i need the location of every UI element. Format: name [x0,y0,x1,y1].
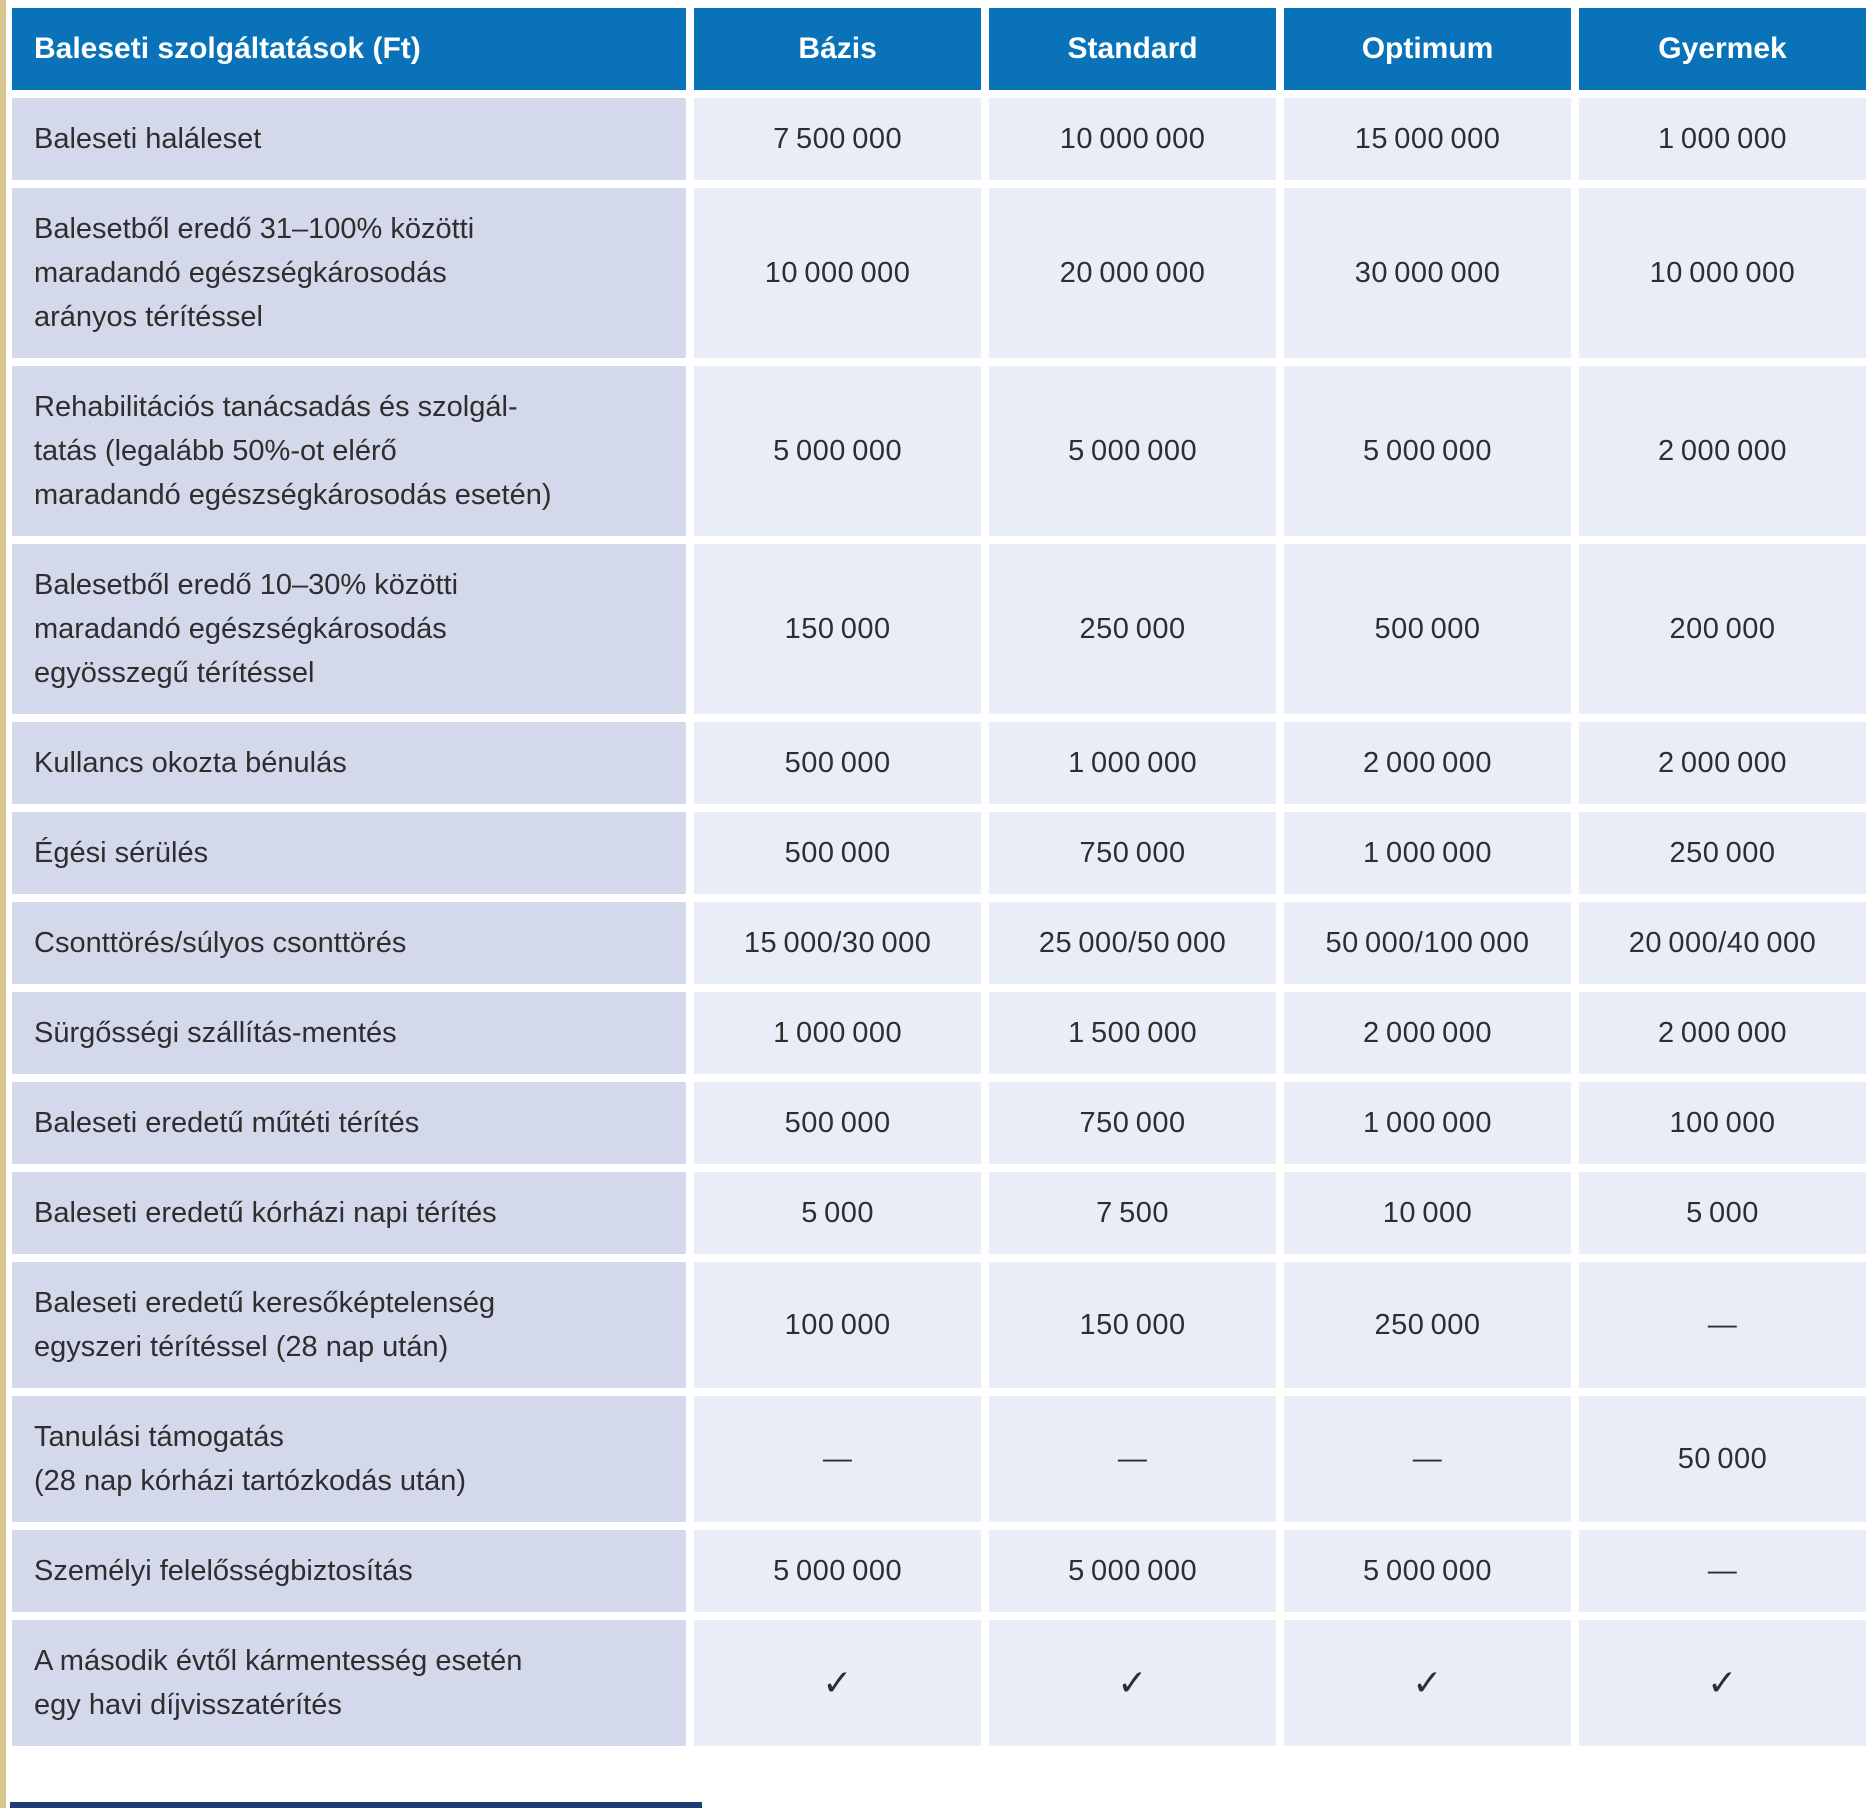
value-cell-gyermek: — [1579,1262,1866,1388]
service-name-cell: Balesetből eredő 31–100% közötti maradan… [12,188,687,358]
value-cell-standard: 7 500 [989,1172,1277,1254]
plan-header-optimum: Optimum [1284,8,1571,90]
value-cell-optimum: 30 000 000 [1284,188,1571,358]
value-cell-optimum: 1 000 000 [1284,812,1571,894]
value-cell-gyermek: 1 000 000 [1579,98,1866,180]
service-name-cell: Baleseti haláleset [12,98,687,180]
table-row: Kullancs okozta bénulás 500 000 1 000 00… [12,722,1866,804]
table-row: Baleseti eredetű keresőképtelenség egysz… [12,1262,1866,1388]
value-cell-standard: 150 000 [989,1262,1277,1388]
value-cell-optimum: 15 000 000 [1284,98,1571,180]
table-row: Tanulási támogatás (28 nap kórházi tartó… [12,1396,1866,1522]
value-cell-bazis: 10 000 000 [694,188,982,358]
value-cell-bazis: 5 000 000 [694,366,982,536]
table-row: Balesetből eredő 10–30% közötti maradand… [12,544,1866,714]
value-cell-standard: — [989,1396,1277,1522]
value-cell-bazis: 100 000 [694,1262,982,1388]
value-cell-optimum: 10 000 [1284,1172,1571,1254]
plan-header-standard: Standard [989,8,1277,90]
value-cell-gyermek: 2 000 000 [1579,992,1866,1074]
value-cell-optimum: 250 000 [1284,1262,1571,1388]
service-name-cell: Baleseti eredetű keresőképtelenség egysz… [12,1262,687,1388]
value-cell-standard: 5 000 000 [989,1530,1277,1612]
value-cell-bazis: 500 000 [694,1082,982,1164]
value-cell-optimum: 500 000 [1284,544,1571,714]
value-cell-bazis: 150 000 [694,544,982,714]
value-cell-gyermek: 50 000 [1579,1396,1866,1522]
service-name-cell: Tanulási támogatás (28 nap kórházi tartó… [12,1396,687,1522]
page-left-rule [0,0,6,1808]
value-cell-optimum: 2 000 000 [1284,722,1571,804]
services-column-header: Baleseti szolgáltatások (Ft) [12,8,687,90]
value-cell-bazis: 5 000 000 [694,1530,982,1612]
value-cell-gyermek: 20 000/40 000 [1579,902,1866,984]
value-cell-standard: 1 000 000 [989,722,1277,804]
value-cell-standard: 750 000 [989,812,1277,894]
value-cell-bazis: 5 000 [694,1172,982,1254]
value-cell-standard: 750 000 [989,1082,1277,1164]
table-header-row: Baleseti szolgáltatások (Ft) Bázis Stand… [12,8,1866,90]
service-name-cell: Baleseti eredetű kórházi napi térítés [12,1172,687,1254]
service-name-cell: A második évtől kármentesség esetén egy … [12,1620,687,1746]
service-name-cell: Rehabilitációs tanácsadás és szolgál- ta… [12,366,687,536]
value-cell-optimum: 2 000 000 [1284,992,1571,1074]
table-row: Baleseti eredetű kórházi napi térítés 5 … [12,1172,1866,1254]
value-cell-optimum: — [1284,1396,1571,1522]
table-row: Baleseti haláleset 7 500 000 10 000 000 … [12,98,1866,180]
value-cell-standard: 20 000 000 [989,188,1277,358]
table-row: Balesetből eredő 31–100% közötti maradan… [12,188,1866,358]
value-cell-optimum: 5 000 000 [1284,1530,1571,1612]
value-cell-standard: ✓ [989,1620,1277,1746]
value-cell-bazis: 1 000 000 [694,992,982,1074]
value-cell-bazis: 500 000 [694,722,982,804]
value-cell-standard: 25 000/50 000 [989,902,1277,984]
service-name-cell: Kullancs okozta bénulás [12,722,687,804]
value-cell-standard: 5 000 000 [989,366,1277,536]
value-cell-gyermek: 250 000 [1579,812,1866,894]
plan-header-gyermek: Gyermek [1579,8,1866,90]
value-cell-gyermek: — [1579,1530,1866,1612]
value-cell-bazis: 15 000/30 000 [694,902,982,984]
value-cell-optimum: 50 000/100 000 [1284,902,1571,984]
value-cell-standard: 1 500 000 [989,992,1277,1074]
service-name-cell: Balesetből eredő 10–30% közötti maradand… [12,544,687,714]
value-cell-standard: 10 000 000 [989,98,1277,180]
value-cell-standard: 250 000 [989,544,1277,714]
value-cell-gyermek: 10 000 000 [1579,188,1866,358]
value-cell-gyermek: 200 000 [1579,544,1866,714]
service-name-cell: Személyi felelősségbiztosítás [12,1530,687,1612]
value-cell-gyermek: 100 000 [1579,1082,1866,1164]
service-name-cell: Baleseti eredetű műtéti térítés [12,1082,687,1164]
plan-header-bazis: Bázis [694,8,982,90]
value-cell-gyermek: 2 000 000 [1579,366,1866,536]
service-name-cell: Csonttörés/súlyos csonttörés [12,902,687,984]
value-cell-gyermek: 2 000 000 [1579,722,1866,804]
table-row: Rehabilitációs tanácsadás és szolgál- ta… [12,366,1866,536]
value-cell-bazis: ✓ [694,1620,982,1746]
table-row: Csonttörés/súlyos csonttörés 15 000/30 0… [12,902,1866,984]
value-cell-optimum: 1 000 000 [1284,1082,1571,1164]
value-cell-optimum: 5 000 000 [1284,366,1571,536]
value-cell-bazis: — [694,1396,982,1522]
benefits-table: Baleseti szolgáltatások (Ft) Bázis Stand… [4,0,1874,1754]
table-row: Személyi felelősségbiztosítás 5 000 000 … [12,1530,1866,1612]
value-cell-bazis: 500 000 [694,812,982,894]
table-bottom-rule [10,1802,702,1808]
table-row: Égési sérülés 500 000 750 000 1 000 000 … [12,812,1866,894]
service-name-cell: Sürgősségi szállítás-mentés [12,992,687,1074]
value-cell-bazis: 7 500 000 [694,98,982,180]
table-row: A második évtől kármentesség esetén egy … [12,1620,1866,1746]
table-row: Baleseti eredetű műtéti térítés 500 000 … [12,1082,1866,1164]
table-row: Sürgősségi szállítás-mentés 1 000 000 1 … [12,992,1866,1074]
value-cell-optimum: ✓ [1284,1620,1571,1746]
value-cell-gyermek: ✓ [1579,1620,1866,1746]
service-name-cell: Égési sérülés [12,812,687,894]
value-cell-gyermek: 5 000 [1579,1172,1866,1254]
